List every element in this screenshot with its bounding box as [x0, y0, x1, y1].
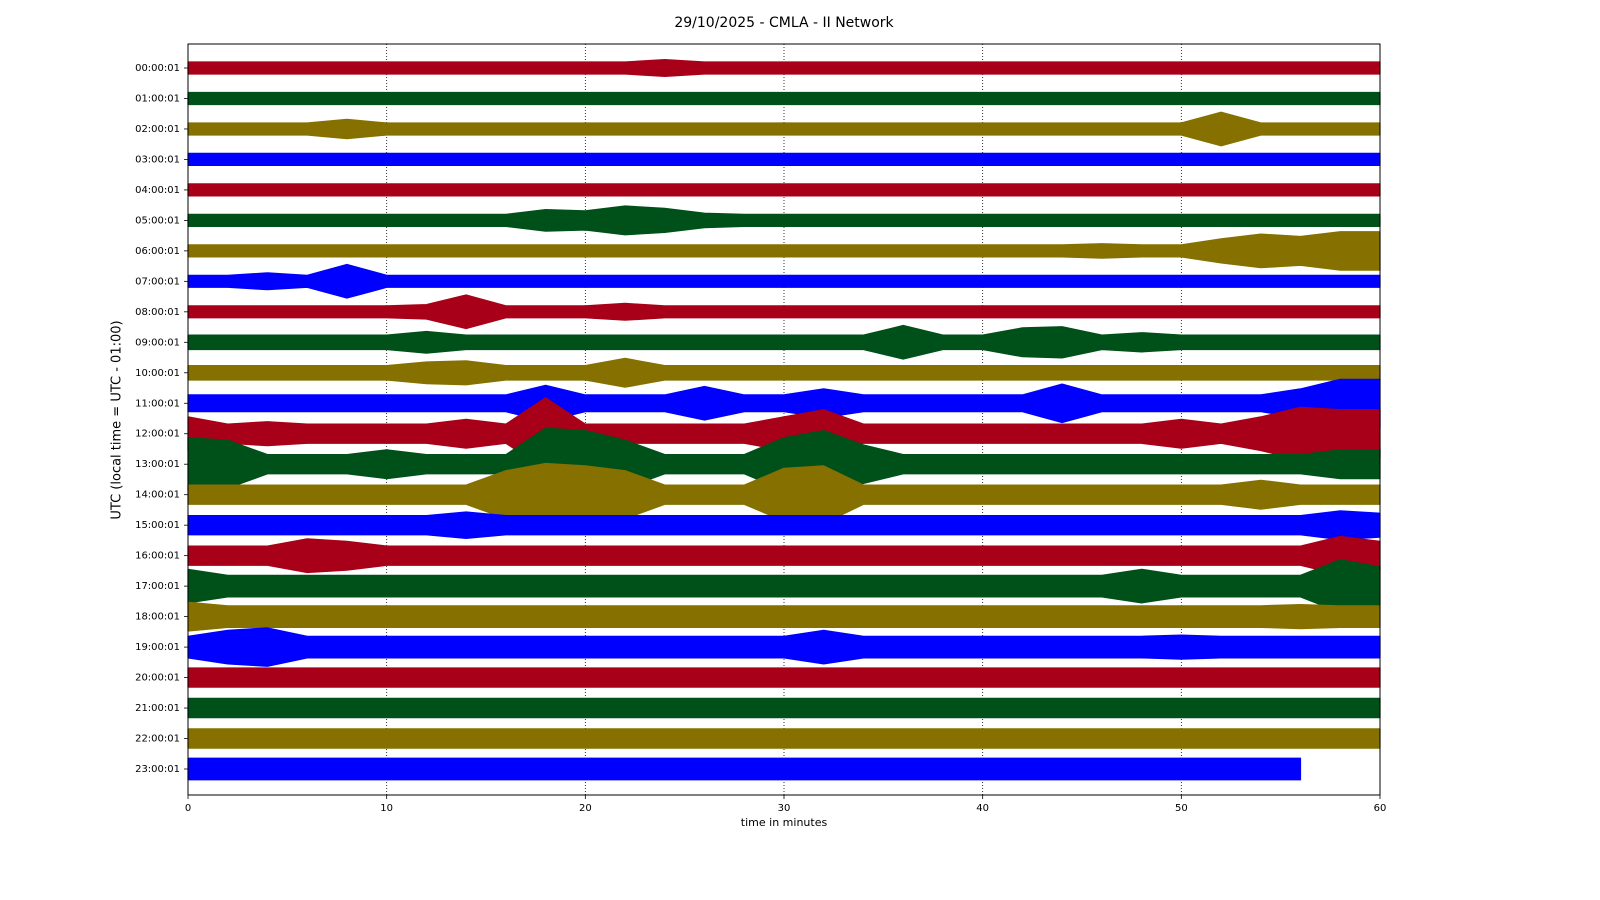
- y-tick-label: 08:00:01: [135, 307, 180, 318]
- y-tick-label: 13:00:01: [135, 459, 180, 470]
- y-tick-label: 19:00:01: [135, 642, 180, 653]
- chart-title: 29/10/2025 - CMLA - II Network: [674, 15, 894, 31]
- trace: [187, 510, 1381, 541]
- plot-frame: [187, 43, 1381, 796]
- y-tick-label: 18:00:01: [135, 612, 180, 623]
- x-tick-label: 0: [185, 803, 191, 814]
- y-tick-label: 20:00:01: [135, 673, 180, 684]
- trace: [187, 91, 1381, 106]
- trace: [187, 728, 1381, 749]
- y-tick-label: 01:00:01: [135, 93, 180, 104]
- y-tick-label: 15:00:01: [135, 520, 180, 531]
- y-tick-label: 04:00:01: [135, 185, 180, 196]
- x-tick-label: 10: [380, 803, 393, 814]
- y-axis-label: UTC (local time = UTC - 01:00): [110, 320, 125, 519]
- y-tick-label: 11:00:01: [135, 398, 180, 409]
- y-tick-label: 10:00:01: [135, 368, 180, 379]
- trace: [187, 152, 1381, 166]
- y-tick-label: 21:00:01: [135, 703, 180, 714]
- trace: [187, 697, 1381, 719]
- y-tick-label: 23:00:01: [135, 764, 180, 775]
- trace: [187, 667, 1381, 688]
- y-tick-label: 02:00:01: [135, 124, 180, 135]
- y-tick-label: 07:00:01: [135, 276, 180, 287]
- trace: [187, 601, 1381, 632]
- y-tick-label: 05:00:01: [135, 215, 180, 226]
- x-axis-label: time in minutes: [741, 816, 828, 829]
- y-tick-label: 09:00:01: [135, 337, 180, 348]
- x-tick-label: 30: [778, 803, 791, 814]
- y-tick-label: 12:00:01: [135, 429, 180, 440]
- x-tick-label: 20: [579, 803, 592, 814]
- y-tick-label: 03:00:01: [135, 154, 180, 165]
- x-tick-label: 60: [1374, 803, 1387, 814]
- x-tick-label: 40: [976, 803, 989, 814]
- x-tick-label: 50: [1175, 803, 1188, 814]
- trace: [187, 757, 1302, 781]
- y-tick-label: 14:00:01: [135, 490, 180, 501]
- trace: [187, 183, 1381, 197]
- y-tick-label: 06:00:01: [135, 246, 180, 257]
- y-tick-label: 16:00:01: [135, 551, 180, 562]
- y-tick-label: 22:00:01: [135, 734, 180, 745]
- y-tick-label: 00:00:01: [135, 63, 180, 74]
- y-tick-label: 17:00:01: [135, 581, 180, 592]
- trace: [187, 59, 1381, 77]
